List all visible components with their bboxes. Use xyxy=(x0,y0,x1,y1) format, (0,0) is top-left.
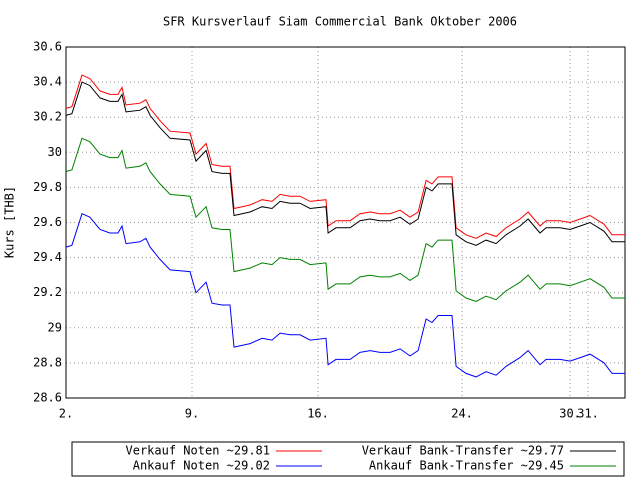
series-line xyxy=(65,213,625,378)
legend-box xyxy=(71,441,625,477)
x-tick-label: 31. xyxy=(577,407,599,421)
y-tick-label: 29.8 xyxy=(33,180,62,194)
legend-label: Verkauf Bank-Transfer ~29.77 xyxy=(362,444,564,458)
y-tick-label: 28.8 xyxy=(33,355,62,369)
legend-label: Ankauf Bank-Transfer ~29.45 xyxy=(369,459,564,473)
y-tick-label: 28.6 xyxy=(33,391,62,405)
y-tick-label: 30.6 xyxy=(33,40,62,54)
legend-label: Verkauf Noten ~29.81 xyxy=(126,444,271,458)
legend-label: Ankauf Noten ~29.02 xyxy=(133,459,270,473)
x-tick-label: 2. xyxy=(59,407,73,421)
y-tick-label: 29 xyxy=(48,320,62,334)
chart-title: SFR Kursverlauf Siam Commercial Bank Okt… xyxy=(163,15,517,29)
series-line xyxy=(65,137,625,303)
x-tick-label: 9. xyxy=(185,407,199,421)
series-line xyxy=(65,74,625,239)
y-tick-label: 30 xyxy=(48,145,62,159)
y-tick-label: 29.4 xyxy=(33,250,62,264)
series-line xyxy=(65,81,625,246)
y-tick-label: 30.4 xyxy=(33,75,62,89)
x-tick-label: 24. xyxy=(451,407,473,421)
y-axis-label: Kurs [THB] xyxy=(3,186,17,258)
x-tick-label: 30. xyxy=(559,407,581,421)
plot-frame xyxy=(65,46,626,399)
y-tick-label: 29.6 xyxy=(33,215,62,229)
x-tick-label: 16. xyxy=(307,407,329,421)
y-tick-label: 30.2 xyxy=(33,110,62,124)
y-tick-label: 29.2 xyxy=(33,285,62,299)
